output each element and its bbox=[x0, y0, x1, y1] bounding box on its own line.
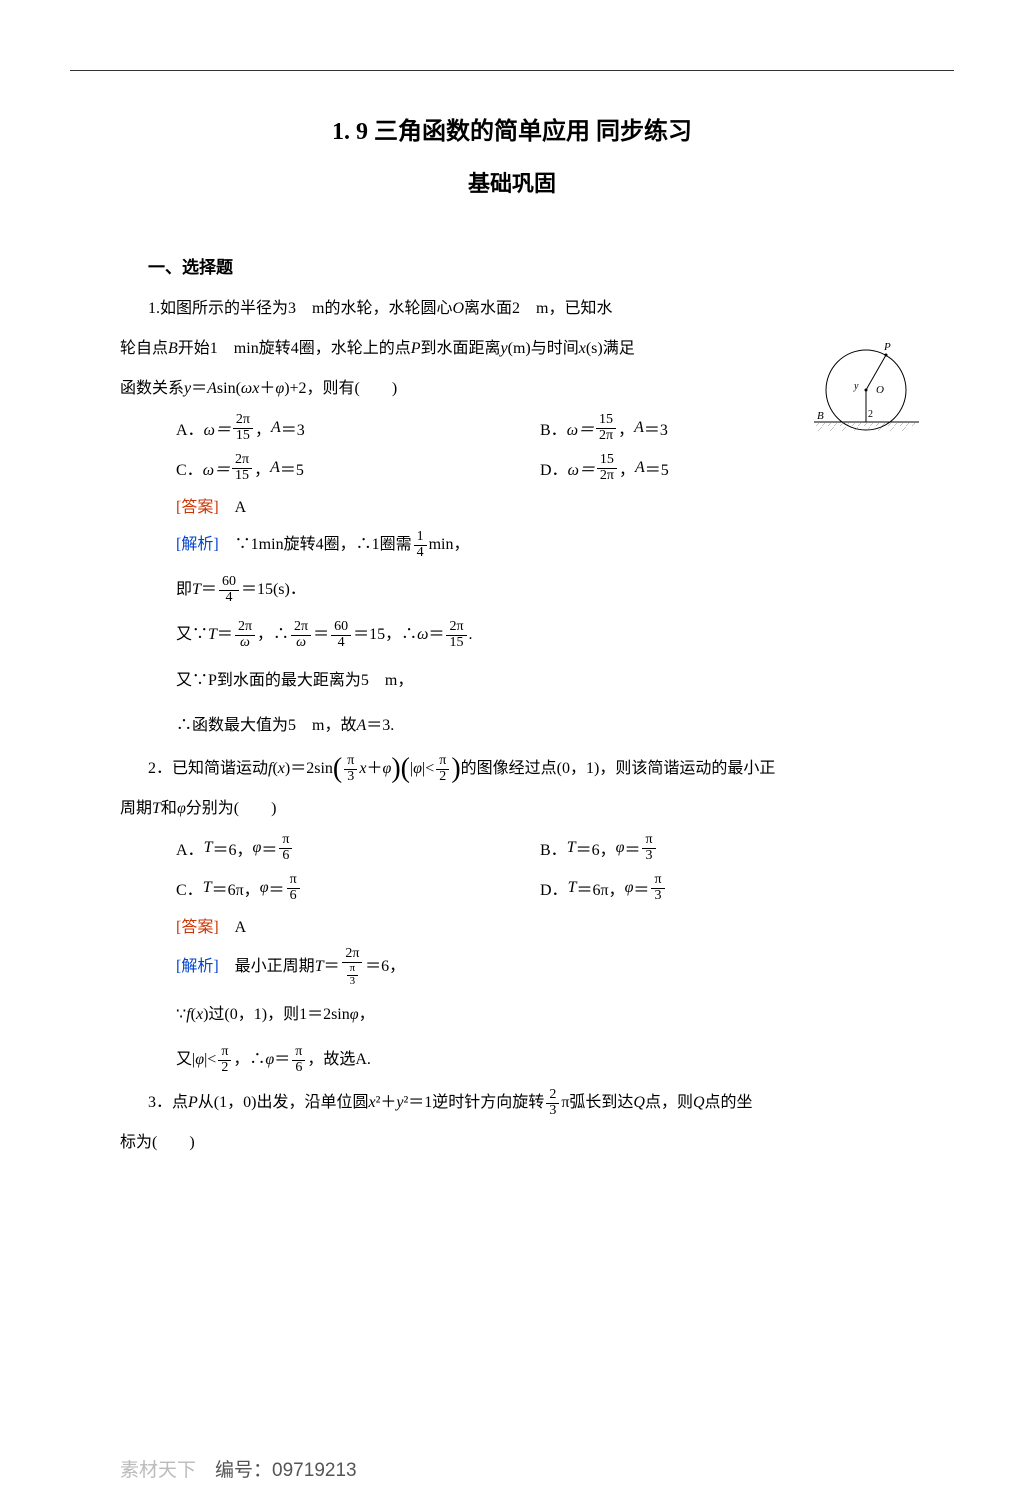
q1-analysis-1: [解析] ∵1min旋转4圈，∴1圈需14min， bbox=[176, 527, 904, 562]
q2-text-2: 周期T和φ分别为( ) bbox=[120, 793, 904, 825]
q2-options-ab: A．T＝6，φ＝π6 B．T＝6，φ＝π3 bbox=[176, 833, 904, 863]
q2-options-cd: C．T＝6π，φ＝π6 D．T＝6π，φ＝π3 bbox=[176, 873, 904, 903]
water-wheel-diagram: P O B y 2 bbox=[804, 340, 924, 450]
diagram-B-label: B bbox=[817, 410, 824, 422]
q1-answer: [答案] A bbox=[176, 493, 904, 517]
q2-analysis-2: ∵f(x)过(0，1)，则1＝2sinφ， bbox=[176, 997, 904, 1032]
diagram-P-label: P bbox=[883, 341, 891, 353]
q2-text: 2．已知简谐运动f(x)＝2sin(π3x＋φ)(|φ|<π2)的图像经过点(0… bbox=[148, 753, 904, 785]
q2-opt-b: B．T＝6，φ＝π3 bbox=[540, 833, 904, 863]
q2-opt-d: D．T＝6π，φ＝π3 bbox=[540, 873, 904, 903]
q1-options-ab: A．ω＝2π15，A＝3 B．ω＝152π，A＝3 bbox=[176, 413, 904, 443]
q1-text: 1.如图所示的半径为3 m的水轮，水轮圆心O离水面2 m，已知水 bbox=[120, 293, 904, 325]
q2-opt-c: C．T＝6π，φ＝π6 bbox=[176, 873, 540, 903]
q2-answer: [答案] A bbox=[176, 913, 904, 937]
document-page: 1. 9 三角函数的简单应用 同步练习 基础巩固 一、选择题 1.如图所示的半径… bbox=[70, 70, 954, 1159]
q1-options-cd: C．ω＝2π15，A＝5 D．ω＝152π，A＝5 bbox=[176, 453, 904, 483]
q3-text: 3．点P从(1，0)出发，沿单位圆x²＋y²＝1逆时针方向旋转23π弧长到达Q点… bbox=[148, 1087, 904, 1119]
diagram-y-label: y bbox=[853, 381, 859, 392]
q1-analysis-3: 又∵T＝2πω，∴2πω＝604＝15，∴ω＝2π15. bbox=[176, 617, 904, 652]
q2-analysis-1: [解析] 最小正周期T＝ 2ππ3 ＝6， bbox=[176, 947, 904, 987]
q1-analysis-5: ∴函数最大值为5 m，故A＝3. bbox=[176, 708, 904, 743]
title-main: 1. 9 三角函数的简单应用 同步练习 bbox=[120, 111, 904, 146]
q1-analysis-2: 即T＝604＝15(s)． bbox=[176, 572, 904, 607]
footer-watermark: 素材天下 编号：09719213 bbox=[120, 1455, 357, 1482]
q1-opt-d: D．ω＝152π，A＝5 bbox=[540, 453, 904, 483]
q1-opt-a: A．ω＝2π15，A＝3 bbox=[176, 413, 540, 443]
q1-opt-c: C．ω＝2π15，A＝5 bbox=[176, 453, 540, 483]
q3-text-2: 标为( ) bbox=[120, 1127, 904, 1159]
q1-analysis-4: 又∵P到水面的最大距离为5 m， bbox=[176, 663, 904, 698]
q2-opt-a: A．T＝6，φ＝π6 bbox=[176, 833, 540, 863]
diagram-2-label: 2 bbox=[868, 409, 873, 420]
title-sub: 基础巩固 bbox=[120, 166, 904, 198]
section-title: 一、选择题 bbox=[120, 253, 904, 278]
q1-text-3: 函数关系y＝Asin(ωx＋φ)+2，则有( ) bbox=[120, 373, 904, 405]
q1-text-2: 轮自点B开始1 min旋转4圈，水轮上的点P到水面距离y(m)与时间x(s)满足 bbox=[120, 333, 904, 365]
diagram-O-label: O bbox=[876, 384, 884, 396]
q2-analysis-3: 又|φ|<π2，∴φ＝π6，故选A. bbox=[176, 1042, 904, 1077]
